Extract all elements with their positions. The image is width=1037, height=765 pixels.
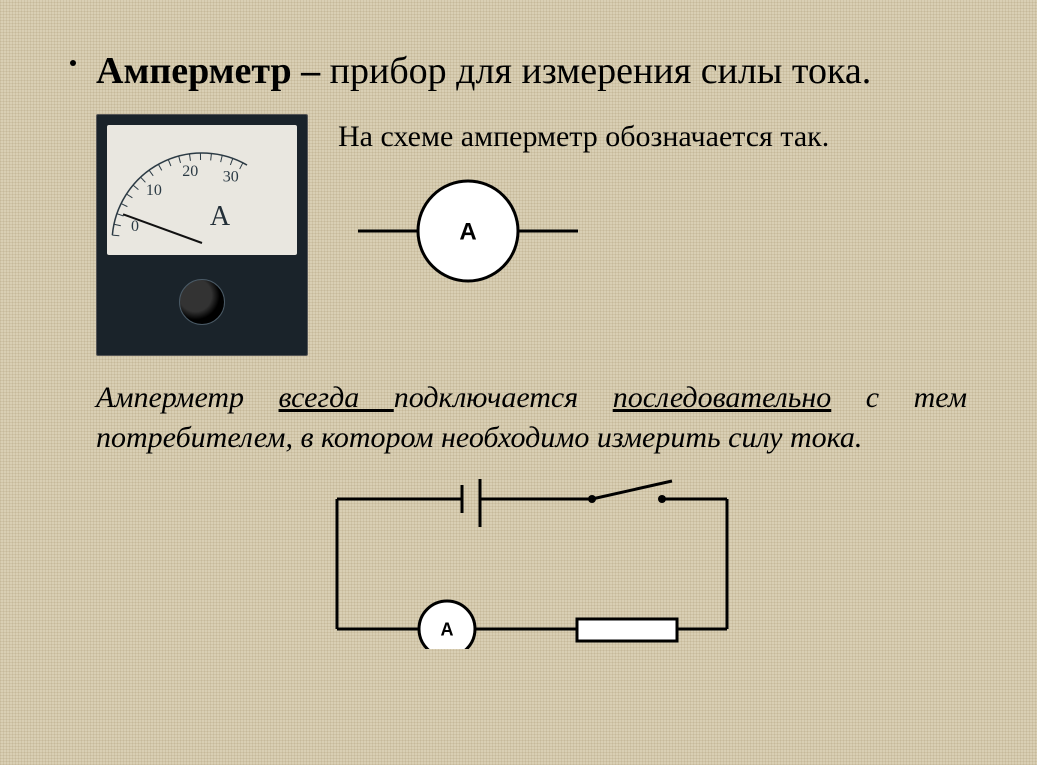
ammeter-scale: 0 10 20 30 А xyxy=(107,125,297,255)
svg-text:А: А xyxy=(440,619,453,639)
svg-text:А: А xyxy=(210,201,231,232)
ammeter-symbol: А xyxy=(338,176,967,291)
svg-text:20: 20 xyxy=(182,163,198,180)
bullet xyxy=(70,60,76,66)
circuit-diagram: А xyxy=(96,479,967,649)
svg-text:А: А xyxy=(459,218,476,245)
ammeter-knob xyxy=(179,279,225,325)
svg-text:10: 10 xyxy=(146,181,162,198)
ammeter-photo: 0 10 20 30 А xyxy=(96,114,308,356)
rule-text: Амперметр всегда подключается последоват… xyxy=(96,378,967,459)
ammeter-dial: 0 10 20 30 А xyxy=(107,125,297,255)
circuit-svg: А xyxy=(297,479,767,649)
page-title: Амперметр – прибор для измерения силы то… xyxy=(96,48,967,96)
svg-text:30: 30 xyxy=(223,168,239,185)
ammeter-symbol-svg: А xyxy=(338,176,598,286)
svg-text:0: 0 xyxy=(131,218,139,235)
schema-caption: На схеме амперметр обозначается так. xyxy=(338,114,967,154)
title-term: Амперметр – xyxy=(96,50,320,92)
title-rest: прибор для измерения силы тока. xyxy=(320,50,871,92)
